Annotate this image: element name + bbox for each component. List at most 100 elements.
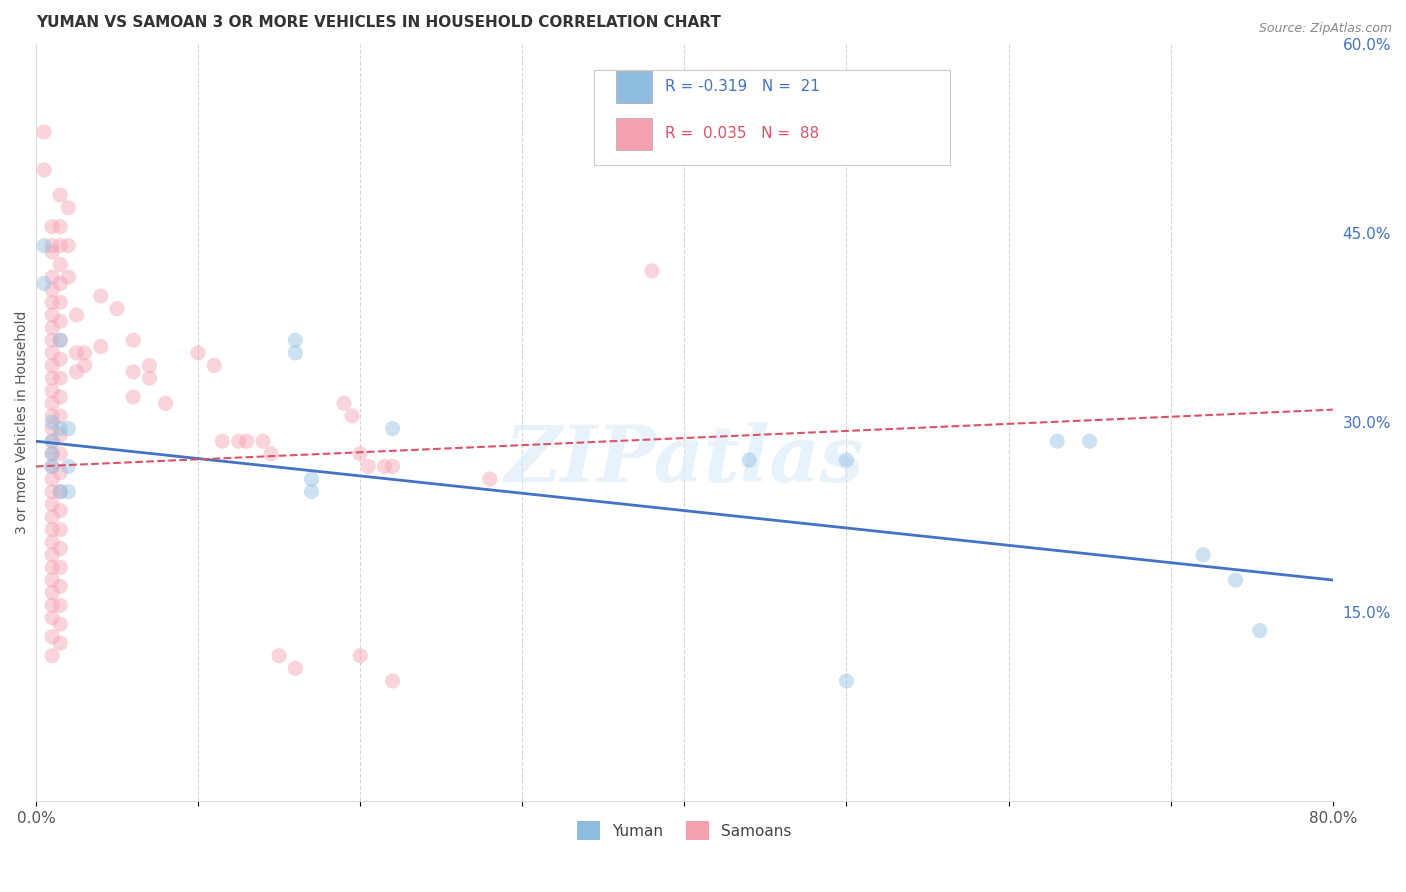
Point: [41, 472, 63, 486]
Point: [49, 523, 72, 537]
Point: [202, 359, 225, 373]
Point: [138, 359, 160, 373]
Point: [284, 661, 307, 675]
Point: [49, 352, 72, 367]
Point: [260, 447, 283, 461]
Point: [41, 459, 63, 474]
Point: [49, 560, 72, 574]
Point: [41, 238, 63, 252]
Point: [41, 611, 63, 625]
Point: [49, 238, 72, 252]
Point: [41, 548, 63, 562]
Point: [49, 428, 72, 442]
Point: [49, 219, 72, 234]
Point: [49, 258, 72, 272]
Point: [41, 283, 63, 297]
Point: [41, 244, 63, 259]
Point: [41, 384, 63, 398]
Point: [381, 459, 404, 474]
Point: [41, 219, 63, 234]
Point: [41, 497, 63, 511]
Point: [122, 390, 145, 404]
Point: [58, 238, 80, 252]
Point: [49, 484, 72, 499]
Point: [1249, 624, 1271, 638]
Point: [49, 636, 72, 650]
Point: [187, 346, 209, 360]
Point: [41, 409, 63, 423]
Point: [357, 459, 380, 474]
Point: [381, 673, 404, 688]
Point: [49, 390, 72, 404]
Point: [41, 573, 63, 587]
Point: [835, 453, 858, 467]
Point: [41, 270, 63, 285]
Point: [49, 314, 72, 328]
Point: [1046, 434, 1069, 449]
Point: [333, 396, 356, 410]
Point: [284, 333, 307, 347]
Legend: Yuman, Samoans: Yuman, Samoans: [571, 815, 797, 847]
Point: [41, 459, 63, 474]
Point: [41, 648, 63, 663]
Point: [1192, 548, 1215, 562]
Point: [41, 434, 63, 449]
Point: [235, 434, 257, 449]
Point: [32, 277, 55, 291]
Point: [738, 453, 761, 467]
Point: [49, 421, 72, 435]
Text: R = -0.319   N =  21: R = -0.319 N = 21: [665, 79, 820, 95]
Point: [41, 320, 63, 334]
Point: [41, 523, 63, 537]
Point: [65, 365, 87, 379]
Point: [49, 503, 72, 517]
Point: [41, 396, 63, 410]
Point: [41, 421, 63, 435]
Point: [49, 188, 72, 202]
Point: [252, 434, 274, 449]
Point: [58, 201, 80, 215]
Text: ZIPatlas: ZIPatlas: [505, 422, 865, 499]
Point: [49, 447, 72, 461]
Point: [211, 434, 233, 449]
Point: [49, 579, 72, 593]
Point: [301, 484, 323, 499]
Point: [41, 371, 63, 385]
Point: [41, 560, 63, 574]
Point: [1078, 434, 1101, 449]
Point: [58, 421, 80, 435]
Point: [122, 365, 145, 379]
Point: [90, 289, 112, 303]
Point: [478, 472, 501, 486]
Point: [49, 333, 72, 347]
Point: [41, 415, 63, 429]
Point: [41, 333, 63, 347]
Point: [373, 459, 395, 474]
Point: [349, 648, 371, 663]
Point: [73, 346, 96, 360]
Point: [49, 333, 72, 347]
Point: [41, 447, 63, 461]
Text: Source: ZipAtlas.com: Source: ZipAtlas.com: [1258, 22, 1392, 36]
FancyBboxPatch shape: [616, 71, 652, 103]
Point: [90, 340, 112, 354]
Point: [49, 541, 72, 556]
Point: [73, 359, 96, 373]
Point: [49, 277, 72, 291]
Point: [49, 599, 72, 613]
Point: [41, 599, 63, 613]
Point: [32, 162, 55, 177]
Point: [41, 510, 63, 524]
Point: [41, 484, 63, 499]
Y-axis label: 3 or more Vehicles in Household: 3 or more Vehicles in Household: [15, 310, 30, 534]
Point: [269, 648, 291, 663]
Point: [340, 409, 363, 423]
Point: [41, 359, 63, 373]
Point: [32, 238, 55, 252]
Point: [41, 346, 63, 360]
Point: [41, 630, 63, 644]
Point: [58, 270, 80, 285]
Point: [41, 308, 63, 322]
Point: [138, 371, 160, 385]
Point: [41, 447, 63, 461]
